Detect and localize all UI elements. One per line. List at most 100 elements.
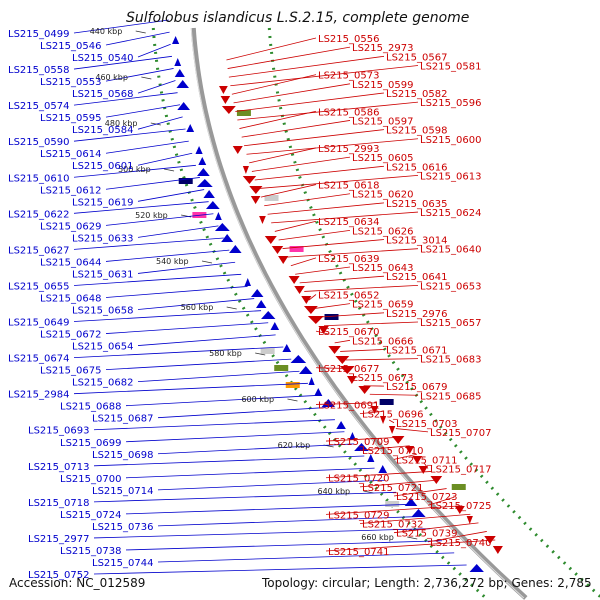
right-label-line xyxy=(290,257,317,267)
left-gene-label: LS215_0546 xyxy=(40,41,101,52)
accession-text: Accession: NC_012589 xyxy=(9,576,145,590)
right-gene-label: LS215_0643 xyxy=(352,263,413,274)
label-layer: 440 kbp 460 kbp 480 kbp 500 kbp 520 kbp 540 k… xyxy=(8,27,491,581)
reverse-gene-arrow xyxy=(454,506,465,514)
forward-gene-arrow xyxy=(469,564,484,572)
right-label-line xyxy=(274,220,317,232)
forward-gene-arrow xyxy=(197,168,210,176)
tick-label: 560 kbp xyxy=(181,303,214,312)
right-gene-label: LS215_0671 xyxy=(386,345,447,356)
forward-gene-arrow xyxy=(411,509,426,517)
left-label-line xyxy=(125,540,443,551)
right-gene-label: LS215_0666 xyxy=(352,336,413,347)
reverse-gene-arrow xyxy=(405,446,415,454)
left-gene-label: LS215_0738 xyxy=(60,546,121,557)
right-gene-label: LS215_0696 xyxy=(362,410,423,421)
right-gene-label: LS215_0725 xyxy=(430,501,491,512)
reverse-gene-arrow xyxy=(294,286,305,294)
right-gene-label: LS215_0720 xyxy=(328,474,389,485)
left-gene-label: LS215_0674 xyxy=(8,354,69,365)
left-gene-label: LS215_0540 xyxy=(72,53,133,64)
reverse-gene-arrow xyxy=(221,106,236,114)
left-gene-label: LS215_0655 xyxy=(8,281,69,292)
right-gene-label: LS215_0732 xyxy=(362,520,423,531)
left-gene-label: LS215_0675 xyxy=(40,366,101,377)
left-gene-label: LS215_0718 xyxy=(28,498,89,509)
right-gene-label: LS215_0740 xyxy=(430,538,491,549)
feature-box xyxy=(289,246,304,252)
tick-label: 520 kbp xyxy=(135,211,168,220)
left-label-line xyxy=(137,261,236,274)
left-gene-label: LS215_0629 xyxy=(40,221,101,232)
right-gene-label: LS215_0596 xyxy=(420,98,481,109)
right-gene-label: LS215_0626 xyxy=(352,226,413,237)
left-label-line xyxy=(157,516,419,527)
tick-mark xyxy=(226,306,237,310)
left-label-line xyxy=(73,164,196,178)
right-gene-label: LS215_3014 xyxy=(386,236,447,247)
feature-layer xyxy=(172,36,503,572)
reverse-gene-arrow xyxy=(303,306,318,314)
right-gene-label: LS215_0599 xyxy=(352,80,413,91)
left-gene-label: LS215_0752 xyxy=(28,570,89,581)
reverse-gene-arrow xyxy=(307,316,324,324)
right-label-line xyxy=(304,284,419,292)
left-label-line xyxy=(137,298,255,310)
feature-box xyxy=(379,399,394,405)
backbone-highlight xyxy=(190,27,525,599)
grid-ring-0 xyxy=(151,27,487,600)
reverse-gene-arrow xyxy=(358,386,371,394)
forward-gene-arrow xyxy=(261,311,276,319)
right-label-line xyxy=(318,312,385,318)
tick-label: 580 kbp xyxy=(209,349,242,358)
right-gene-label: LS215_0685 xyxy=(420,391,481,402)
reverse-gene-arrow xyxy=(418,466,429,474)
tick-label: 620 kbp xyxy=(278,441,311,450)
reverse-gene-arrow xyxy=(242,166,249,174)
forward-gene-arrow xyxy=(282,344,292,352)
forward-gene-arrow xyxy=(250,289,264,297)
right-label-line xyxy=(423,462,429,469)
right-label-line xyxy=(267,202,385,215)
left-gene-label: LS215_0688 xyxy=(60,402,121,413)
right-gene-label: LS215_0635 xyxy=(386,199,447,210)
right-gene-label: LS215_0598 xyxy=(386,126,447,137)
right-gene-label: LS215_0721 xyxy=(362,483,423,494)
right-gene-label: LS215_0711 xyxy=(396,455,457,466)
right-gene-label: LS215_0652 xyxy=(318,291,379,302)
right-gene-label: LS215_0709 xyxy=(328,437,389,448)
left-gene-label: LS215_0627 xyxy=(8,245,69,256)
tick-mark xyxy=(255,352,266,356)
right-label-line xyxy=(239,110,317,129)
left-label-line xyxy=(137,116,183,130)
right-label-line xyxy=(243,129,385,147)
feature-box xyxy=(260,348,275,354)
right-gene-label: LS215_0677 xyxy=(318,364,379,375)
left-gene-label: LS215_0713 xyxy=(28,462,89,473)
right-gene-label: LS215_0710 xyxy=(362,446,423,457)
forward-gene-arrow xyxy=(321,399,336,407)
right-label-line xyxy=(251,156,351,172)
right-label-line xyxy=(278,229,351,241)
left-gene-label: LS215_0553 xyxy=(40,77,101,88)
forward-gene-arrow xyxy=(205,201,220,209)
left-label-line xyxy=(105,322,269,334)
forward-gene-arrow xyxy=(290,355,307,363)
left-label-line xyxy=(73,201,209,214)
reverse-gene-arrow xyxy=(466,516,473,524)
tick-mark xyxy=(163,168,175,172)
feature-box xyxy=(285,382,300,388)
right-gene-label: LS215_0729 xyxy=(328,510,389,521)
forward-gene-arrow xyxy=(404,498,418,506)
right-gene-label: LS215_0723 xyxy=(396,492,457,503)
reverse-gene-arrow xyxy=(250,196,261,204)
left-label-line xyxy=(125,504,408,515)
left-gene-label: LS215_0558 xyxy=(8,65,69,76)
right-label-line xyxy=(299,275,385,284)
left-gene-label: LS215_0699 xyxy=(60,438,121,449)
tick-label: 440 kbp xyxy=(90,27,123,36)
left-label-line xyxy=(93,419,335,431)
left-gene-label: LS215_0584 xyxy=(72,125,133,136)
right-gene-label: LS215_0657 xyxy=(420,318,481,329)
right-label-line xyxy=(295,266,351,275)
